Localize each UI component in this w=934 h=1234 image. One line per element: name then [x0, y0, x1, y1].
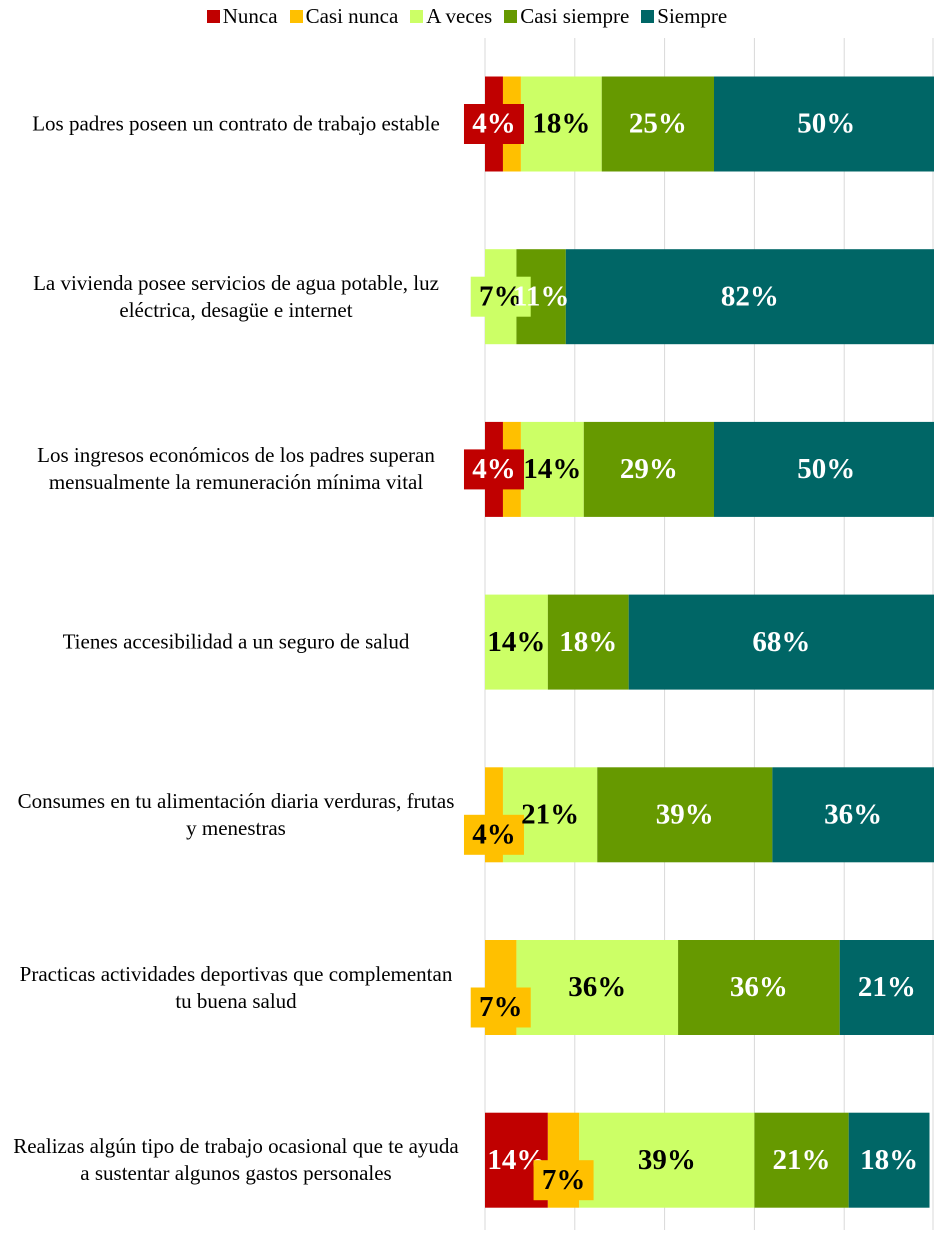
category-label: La vivienda posee servicios de agua pota… [33, 270, 439, 322]
bar-segment [601, 76, 714, 172]
data-label: 18% [532, 108, 590, 140]
bar-segment [547, 594, 629, 690]
legend-item: Casi nunca [289, 4, 399, 29]
bar-segment [520, 421, 584, 517]
bar-segment [485, 594, 548, 690]
bar-segment [754, 1112, 849, 1208]
data-label-bg [463, 104, 524, 144]
bar-segment [565, 249, 934, 345]
bar-segment [520, 76, 602, 172]
legend-item: Nunca [206, 4, 278, 29]
data-label: 36% [824, 798, 882, 830]
data-label-bg [470, 987, 531, 1028]
legend-swatch [289, 10, 303, 23]
legend-label: A veces [426, 4, 493, 28]
data-label: 50% [797, 108, 855, 140]
data-label: 36% [568, 971, 626, 1003]
data-label: 4% [472, 108, 516, 140]
data-label: 39% [656, 798, 714, 830]
legend: Nunca Casi nunca A veces Casi siempre Siempr… [0, 4, 934, 29]
legend-swatch [641, 10, 655, 23]
data-label: 4% [472, 453, 516, 485]
category-label: Los ingresos económicos de los padres su… [37, 443, 435, 495]
category-label: Tienes accesibilidad a un seguro de salu… [62, 629, 410, 654]
bar-segment [772, 767, 934, 863]
legend-item: A veces [410, 4, 492, 29]
legend-item: Siempre [641, 4, 727, 29]
legend-label: Casi siempre [520, 4, 630, 28]
data-label: 39% [638, 1144, 696, 1176]
data-label: 29% [620, 453, 678, 485]
data-label: 21% [521, 798, 579, 830]
data-label-bg [533, 1160, 594, 1201]
category-label: Los padres poseen un contrato de trabajo… [32, 111, 440, 136]
legend-item: Casi siempre [504, 4, 629, 29]
data-label: 7% [479, 991, 523, 1023]
data-label: 11% [513, 280, 569, 312]
legend-label: Nunca [222, 4, 278, 28]
legend-swatch [410, 10, 424, 23]
data-label: 50% [797, 453, 855, 485]
data-labels: 4% 18% 25% 50%7%11% 82%4% 14% 29% 50%14% 18% 68%4… [463, 104, 918, 1201]
data-label: 68% [752, 626, 810, 658]
legend-label: Casi nunca [305, 4, 399, 28]
bar-segment [597, 767, 773, 863]
legend-swatch [206, 10, 220, 23]
data-label: 18% [559, 626, 617, 658]
bar-segment [583, 421, 714, 517]
category-label: Consumes en tu alimentación diaria verdu… [17, 788, 455, 840]
data-label: 18% [860, 1144, 918, 1176]
bar-segment [516, 940, 679, 1035]
data-label: 25% [629, 108, 687, 140]
legend-swatch [504, 10, 518, 23]
data-label: 14% [523, 453, 581, 485]
data-label: 21% [858, 971, 916, 1003]
bar-segment [579, 1112, 755, 1208]
bar-segment [678, 940, 840, 1035]
data-label: 7% [479, 280, 523, 312]
bar-segment [713, 421, 934, 517]
data-label-bg [463, 449, 524, 490]
data-label: 7% [542, 1164, 586, 1196]
data-label-bg [470, 276, 531, 317]
data-label: 82% [721, 280, 779, 312]
data-label: 36% [730, 971, 788, 1003]
bar-segment [713, 76, 934, 172]
data-label: 21% [773, 1144, 831, 1176]
category-label: Realizas algún tipo de trabajo ocasional… [13, 1134, 459, 1186]
data-label: 14% [487, 626, 545, 658]
category-label: Practicas actividades deportivas que com… [19, 961, 453, 1013]
legend-label: Siempre [657, 4, 728, 28]
data-label: 4% [472, 818, 516, 850]
bar-segment [628, 594, 934, 690]
bar-segment [839, 940, 934, 1035]
data-label-bg [463, 814, 524, 855]
bar-segment [848, 1112, 930, 1208]
